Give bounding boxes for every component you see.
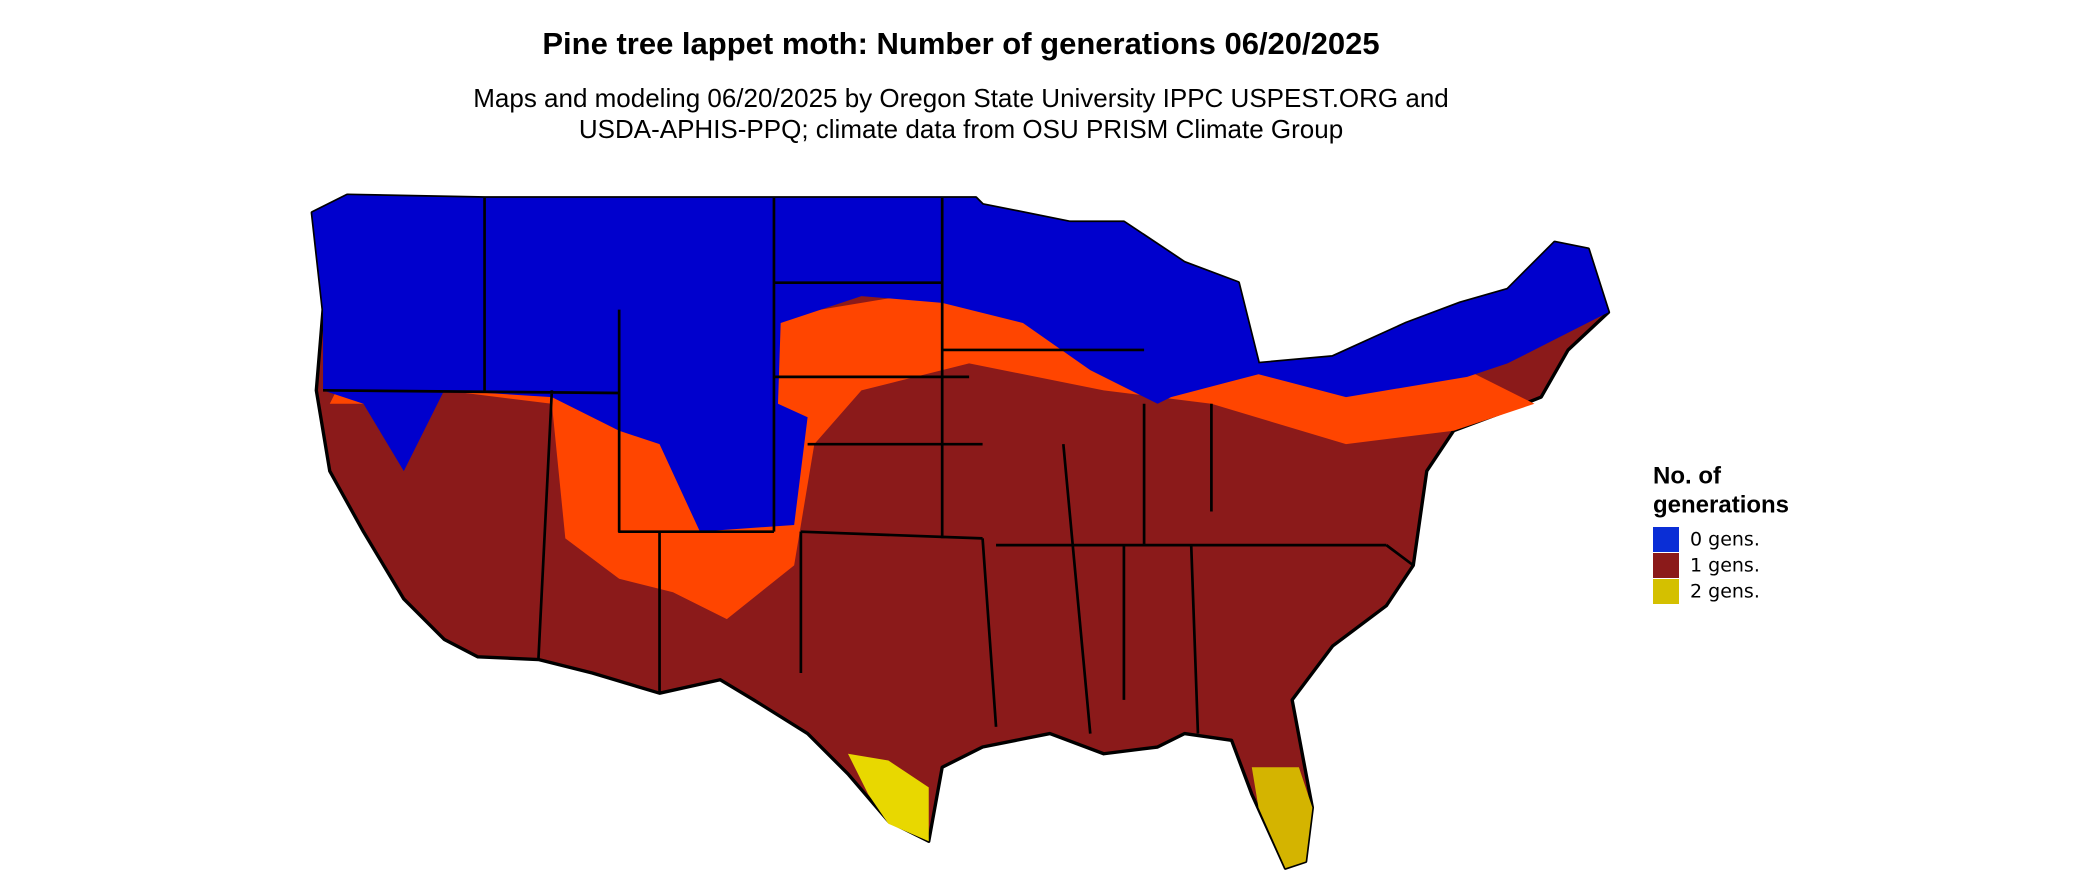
title: Pine tree lappet moth: Number of generat… <box>542 26 1379 61</box>
region-2-gen <box>847 753 929 842</box>
legend-swatch <box>1653 579 1679 604</box>
legend-swatch <box>1653 527 1679 552</box>
region-2-gen <box>1251 767 1313 869</box>
subtitle-line: Maps and modeling 06/20/2025 by Oregon S… <box>473 83 1449 113</box>
legend-label: 1 gens. <box>1690 555 1760 577</box>
legend-label: 2 gens. <box>1690 581 1760 603</box>
legend-title: No. of <box>1653 462 1722 489</box>
legend-label: 0 gens. <box>1690 529 1760 551</box>
legend: 0 gens. 1 gens. 2 gens. <box>1653 527 1760 604</box>
us-map <box>310 193 1611 870</box>
legend-swatch <box>1653 553 1679 578</box>
state-borders <box>323 197 1415 734</box>
legend-title: generations <box>1653 491 1789 518</box>
subtitle-line: USDA-APHIS-PPQ; climate data from OSU PR… <box>579 114 1343 144</box>
region-0-gen <box>312 195 1609 532</box>
